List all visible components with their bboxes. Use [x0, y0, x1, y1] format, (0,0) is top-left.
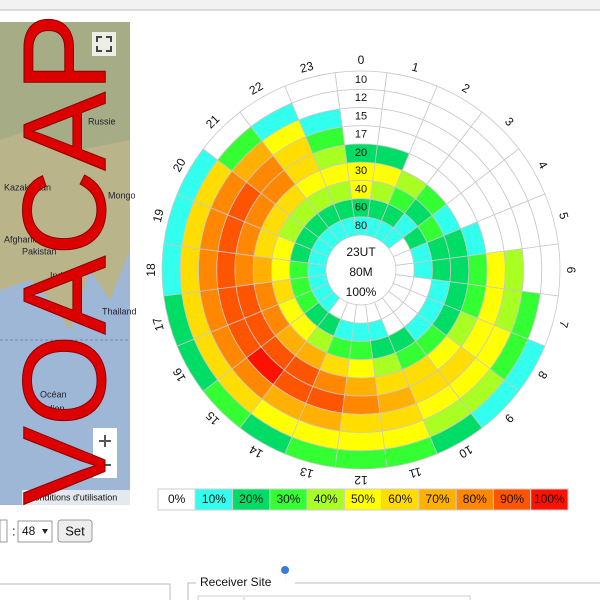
ring-label: 12	[355, 92, 367, 104]
heat-cell	[485, 250, 506, 290]
hour-label: 11	[407, 464, 423, 481]
heat-cell	[270, 257, 291, 283]
hour-label: 1	[410, 60, 420, 75]
transmitter-fieldset	[0, 583, 171, 600]
ring-label: 30	[355, 165, 367, 177]
heat-cell	[339, 412, 383, 433]
hour-label: 0	[358, 53, 365, 67]
map-label: Afghanistan	[4, 234, 52, 244]
hour-label: 14	[247, 442, 266, 461]
hour-label: 12	[354, 473, 368, 487]
heat-cell	[284, 72, 338, 104]
legend-swatch	[530, 488, 569, 511]
heat-cell	[346, 358, 376, 379]
map-label: Indien	[40, 403, 65, 413]
ring-label: 15	[355, 110, 367, 122]
hour-select[interactable]	[0, 519, 8, 543]
hour-label: 20	[170, 156, 189, 175]
ring-label: 17	[355, 129, 367, 141]
ring-label: 60	[355, 202, 367, 214]
legend-label: 70%	[426, 492, 450, 506]
pin-icon	[281, 566, 290, 586]
heat-cell	[234, 253, 255, 287]
map-label: Océan	[40, 389, 67, 399]
heat-cell	[539, 243, 561, 297]
heat-cell	[336, 430, 386, 452]
zoom-icons	[99, 435, 111, 466]
attribution-box	[22, 490, 130, 505]
heat-cell	[413, 260, 433, 280]
map-attribution: Conditions d'utilisation	[28, 492, 117, 502]
ring-label: 10	[355, 74, 367, 86]
center-label: 100%	[346, 285, 377, 299]
fullscreen-icon	[96, 36, 112, 52]
hour-label: 23	[298, 59, 315, 76]
map-label: Mongo	[108, 190, 136, 200]
hour-label: 19	[150, 207, 167, 224]
heat-cell	[289, 260, 309, 280]
heat-cell	[334, 448, 388, 470]
hour-label: 5	[556, 211, 571, 221]
heat-cell	[449, 255, 470, 285]
separator: :	[12, 523, 16, 538]
center-label: 23UT	[346, 245, 376, 259]
hour-label: 22	[247, 79, 266, 98]
map-label: Russie	[88, 116, 116, 126]
hour-label: 13	[298, 464, 315, 481]
legend-label: 10%	[202, 492, 226, 506]
hour-label: 17	[150, 316, 167, 333]
map-label: Pakistan	[22, 246, 57, 256]
map-label: Kazakhstan	[4, 182, 51, 192]
hour-label: 6	[564, 267, 578, 274]
ring-label: 20	[355, 147, 367, 159]
heat-cell	[341, 394, 381, 415]
ring-label: 80	[355, 220, 367, 232]
heat-cell	[179, 245, 201, 295]
hour-label: 18	[144, 263, 158, 277]
hour-label: 7	[556, 319, 571, 329]
heat-cell	[161, 243, 183, 297]
hour-label: 16	[170, 365, 189, 384]
legend-label: 90%	[500, 492, 524, 506]
top-bar	[0, 0, 600, 10]
heat-cell	[503, 248, 524, 292]
heat-cell	[348, 340, 374, 361]
legend-label: 40%	[314, 492, 338, 506]
hour-label: 10	[456, 442, 475, 461]
legend-label: 0%	[168, 492, 186, 506]
heat-cell	[467, 253, 488, 287]
heat-cell	[216, 250, 237, 290]
center-label: 80M	[349, 265, 372, 279]
heat-cell	[521, 245, 543, 295]
legend-label: 20%	[239, 492, 263, 506]
receiver-fieldset	[187, 582, 600, 600]
heat-cell	[351, 322, 371, 342]
heat-cell	[431, 257, 452, 283]
heat-cell	[198, 248, 219, 292]
legend-label: 100%	[534, 492, 565, 506]
overlay-title: VOACAP	[0, 13, 131, 505]
map-label: Thailand	[102, 306, 137, 316]
legend-label: 30%	[276, 492, 300, 506]
ring-label: 40	[355, 183, 367, 195]
legend-label: 50%	[351, 492, 375, 506]
legend-label: 60%	[388, 492, 412, 506]
map: Conditions d'utilisation	[0, 22, 130, 505]
heat-cell	[252, 255, 273, 285]
receiver-legend: Receiver Site	[200, 575, 272, 589]
minute-select[interactable]	[17, 520, 53, 543]
set-button-label: Set	[65, 523, 85, 538]
heat-cell	[344, 376, 378, 397]
legend-label: 80%	[463, 492, 487, 506]
select-arrow	[42, 529, 48, 534]
set-button[interactable]	[57, 519, 93, 543]
map-label: Inde	[50, 270, 68, 280]
minute-value: 48	[22, 524, 36, 538]
